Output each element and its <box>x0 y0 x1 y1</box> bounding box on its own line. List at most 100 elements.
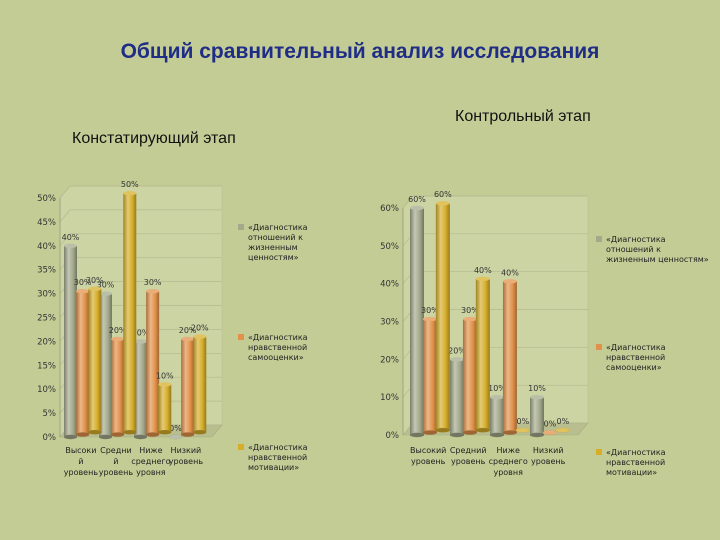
right-bar-body <box>530 397 544 435</box>
right-y-tick-label: 10% <box>380 393 399 403</box>
right-legend-swatch <box>596 236 602 242</box>
left-legend-label: «Диагностика <box>248 443 308 452</box>
right-bar-cap <box>422 316 437 322</box>
left-bar-base <box>181 432 195 437</box>
left-category-label: Низкий <box>171 446 202 455</box>
right-category-label: Высокий <box>410 446 446 455</box>
right-bar-cap <box>530 394 544 400</box>
right-bar-body <box>490 397 504 435</box>
right-data-label: 30% <box>461 306 479 315</box>
left-bar-body <box>64 245 77 437</box>
right-y-tick-label: 60% <box>380 204 399 214</box>
left-data-label: 20% <box>191 324 209 333</box>
left-legend-label: «Диагностика <box>248 333 308 342</box>
left-bar-2-4 <box>181 336 195 437</box>
right-bar-cap <box>515 428 530 433</box>
left-y-tick-label: 10% <box>37 385 56 395</box>
right-chart-title: Контрольный этап <box>455 108 591 125</box>
left-bar-cap <box>134 339 147 344</box>
right-legend-swatch <box>596 449 602 455</box>
right-bar-cap <box>435 201 450 206</box>
left-bar-base <box>64 434 77 440</box>
left-y-tick-label: 50% <box>37 194 56 204</box>
left-bar-body <box>134 341 147 437</box>
left-y-tick-label: 0% <box>43 433 57 443</box>
left-data-label: 20% <box>109 326 127 335</box>
left-bar-body <box>76 291 90 435</box>
left-gridline <box>59 185 222 199</box>
right-bar-3-1 <box>435 201 450 433</box>
left-legend-label: самооценки» <box>248 353 304 362</box>
left-y-tick-label: 25% <box>37 314 56 324</box>
left-data-label: 20% <box>132 328 150 337</box>
right-data-label: 30% <box>421 306 439 315</box>
right-gridline <box>402 195 588 209</box>
right-bar-base <box>462 430 477 435</box>
right-bar-1-4 <box>530 394 544 438</box>
right-bar-2-4 <box>542 430 557 435</box>
right-data-label: 60% <box>408 195 426 204</box>
left-legend-swatch <box>238 444 244 450</box>
left-bar-body <box>123 193 137 433</box>
right-data-label: 60% <box>434 190 452 199</box>
left-data-label: 30% <box>86 276 104 285</box>
right-data-label: 20% <box>448 346 466 355</box>
left-bar-base <box>76 432 90 437</box>
right-y-tick-label: 50% <box>380 242 399 252</box>
left-bar-base <box>111 432 125 437</box>
right-legend-label: «Диагностика <box>606 235 666 244</box>
right-legend-label: отношений к <box>606 245 661 254</box>
left-category-label: уровень <box>99 468 134 477</box>
left-data-label: 30% <box>144 278 162 287</box>
right-bar-cap <box>490 394 504 400</box>
left-bar-base <box>88 430 102 435</box>
right-data-label: 10% <box>488 384 506 393</box>
left-y-tick-label: 35% <box>37 266 56 276</box>
left-bar-cap <box>99 291 112 296</box>
left-legend-label: жизненным <box>248 243 298 252</box>
right-bar-3-3 <box>515 428 530 433</box>
left-bar-body <box>181 339 195 435</box>
left-legend-swatch <box>238 224 244 230</box>
right-legend-label: «Диагностика <box>606 448 666 457</box>
right-bar-base <box>450 432 464 438</box>
left-category-label: й <box>113 457 118 466</box>
left-bar-3-3 <box>158 382 172 435</box>
right-bar-3-2 <box>475 276 490 433</box>
right-y-tick-label: 0% <box>386 431 400 441</box>
left-bar-cap <box>76 289 90 294</box>
left-data-label: 40% <box>62 233 80 242</box>
left-legend-label: нравственной <box>248 343 307 352</box>
left-bar-cap <box>193 334 207 339</box>
left-bar-2-1 <box>76 289 90 437</box>
left-y-tick-label: 5% <box>43 409 57 419</box>
slide-title: Общий сравнительный анализ исследования <box>120 40 600 63</box>
left-bar-base <box>123 430 137 435</box>
right-category-label: уровень <box>411 457 446 466</box>
left-bar-body <box>111 339 125 435</box>
left-bar-3-2 <box>123 191 137 435</box>
right-bar-base <box>490 432 504 438</box>
left-bar-3-4 <box>193 334 207 435</box>
left-category-label: уровня <box>136 468 166 477</box>
left-legend-label: «Диагностика <box>248 223 308 232</box>
right-legend-label: жизненным ценностям» <box>606 255 709 264</box>
left-data-label: 50% <box>121 180 139 189</box>
left-legend-label: нравственной <box>248 453 307 462</box>
left-bar-body <box>146 291 160 435</box>
right-bar-cap <box>555 428 570 433</box>
right-category-label: среднего <box>489 457 528 466</box>
left-data-label: 30% <box>74 278 92 287</box>
left-y-tick-label: 40% <box>37 242 56 252</box>
right-bar-body <box>435 203 450 431</box>
right-bar-base <box>530 432 544 438</box>
left-gridline <box>59 233 222 247</box>
left-legend-label: мотивации» <box>248 463 299 472</box>
left-category-label: уровень <box>169 457 204 466</box>
right-bar-1-3 <box>490 394 504 438</box>
left-category-label: Ниже <box>139 446 162 455</box>
left-category-label: Средни <box>100 446 132 455</box>
right-bar-body <box>475 278 490 431</box>
right-bar-3-4 <box>555 428 570 433</box>
